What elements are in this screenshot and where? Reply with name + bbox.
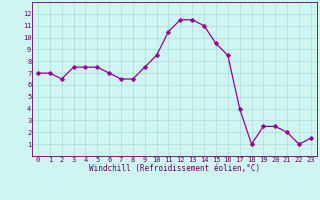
X-axis label: Windchill (Refroidissement éolien,°C): Windchill (Refroidissement éolien,°C) — [89, 164, 260, 173]
